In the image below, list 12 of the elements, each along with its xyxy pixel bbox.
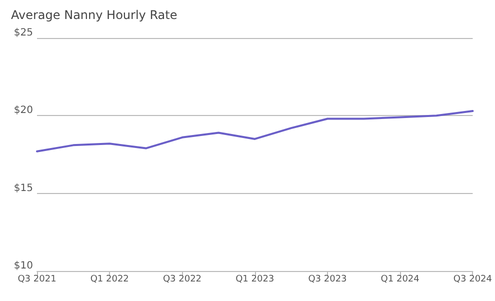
y-tick-label: $10 [14,260,33,272]
x-tick-label: Q3 2022 [162,274,202,284]
chart-title: Average Nanny Hourly Rate [11,8,178,22]
y-tick-label: $20 [14,105,33,116]
y-tick-label: $15 [14,182,33,194]
x-tick-label: Q1 2023 [236,274,274,284]
x-tick-label: Q1 2024 [380,274,420,284]
x-tick-label: Q1 2022 [90,274,129,284]
y-tick-label: $25 [14,28,33,38]
x-tick-label: Q3 2023 [308,274,347,284]
x-tick-label: Q3 2021 [18,274,56,284]
x-tick-label: Q3 2024 [453,274,492,284]
